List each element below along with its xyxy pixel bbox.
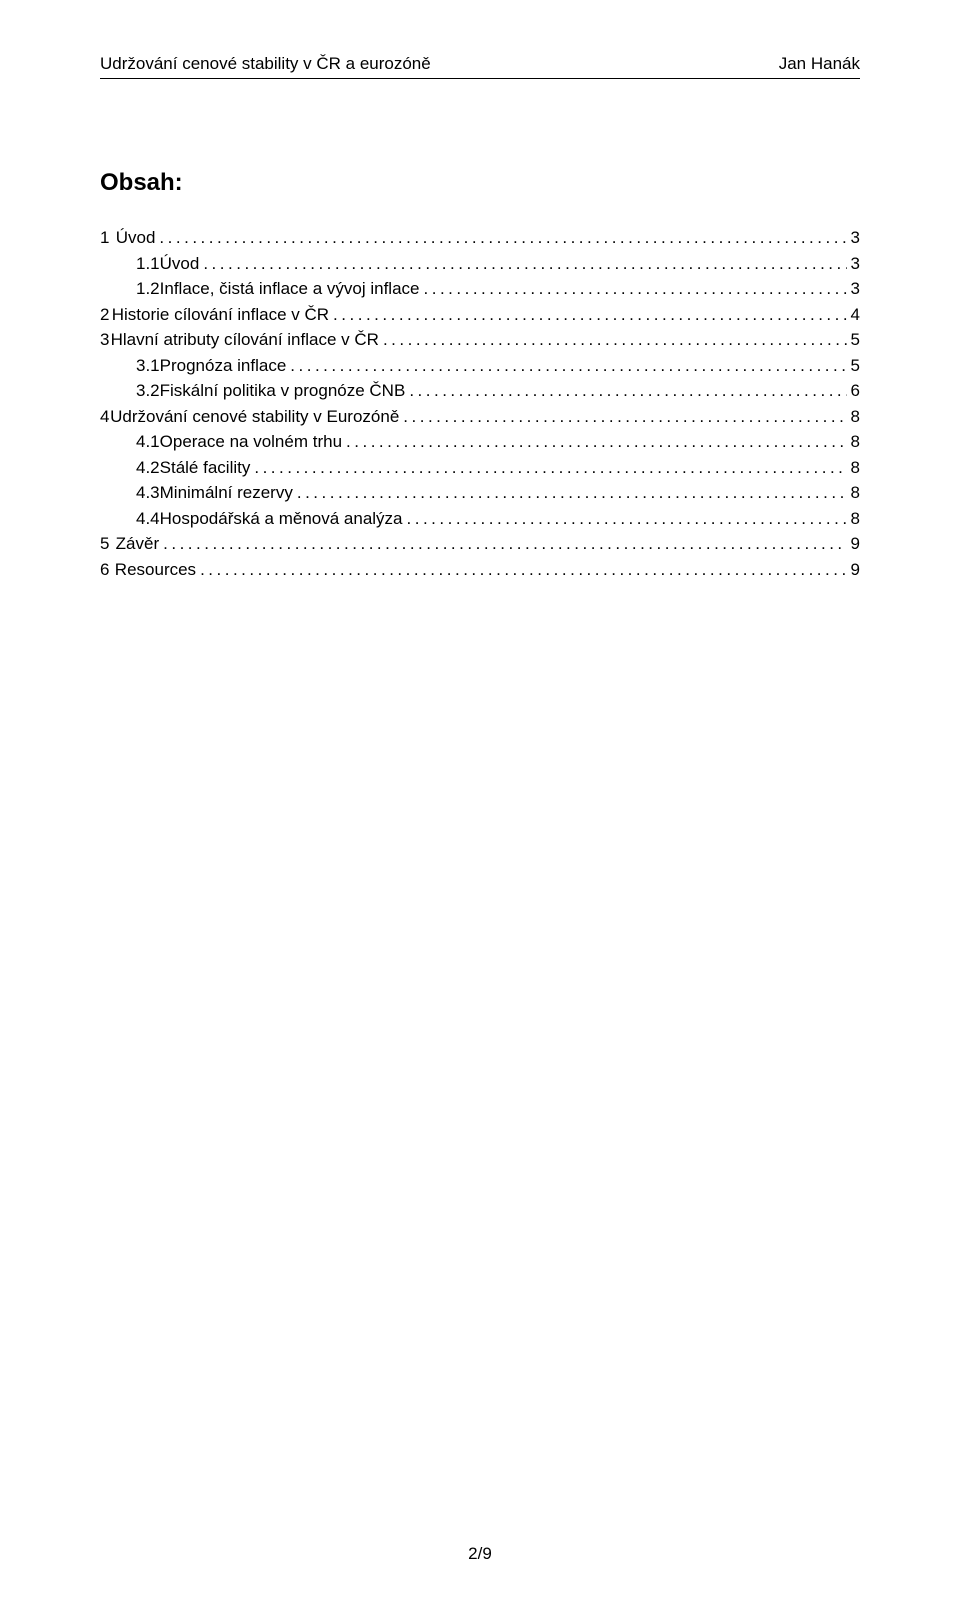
toc-entry-page: 9 [847,557,860,583]
toc-entry-page: 3 [847,276,860,302]
toc-entry-page: 8 [847,429,860,455]
toc-entry-number: 1 [100,225,116,251]
toc-leader-dots [399,404,846,430]
toc-entry: 5Závěr 9 [100,531,860,557]
toc-entry-page: 5 [847,353,860,379]
header-right: Jan Hanák [779,54,860,74]
toc-leader-dots [159,531,846,557]
toc-leader-dots [379,327,847,353]
toc-entry: 4.1Operace na volném trhu 8 [100,429,860,455]
toc-entry-number: 3.2 [136,378,160,404]
toc-entry-number: 4.2 [136,455,160,481]
toc-entry-title: Úvod [160,251,200,277]
toc-entry-title: Stálé facility [160,455,251,481]
toc-entry-number: 3.1 [136,353,160,379]
toc-entry-page: 6 [847,378,860,404]
toc-entry: 4.4Hospodářská a měnová analýza 8 [100,506,860,532]
toc-entry-number: 4.1 [136,429,160,455]
toc-entry-page: 9 [847,531,860,557]
toc-entry-title: Resources [115,557,196,583]
toc-entry: 6Resources 9 [100,557,860,583]
toc-leader-dots [250,455,846,481]
toc-leader-dots [286,353,846,379]
toc-entry-number: 6 [100,557,115,583]
toc-entry-title: Závěr [116,531,159,557]
header-left: Udržování cenové stability v ČR a eurozó… [100,54,431,74]
toc-entry-number: 4 [100,404,110,430]
toc-entry-page: 4 [847,302,860,328]
toc-entry-title: Fiskální politika v prognóze ČNB [160,378,406,404]
toc-entry-page: 8 [847,480,860,506]
toc-entry: 4Udržování cenové stability v Eurozóně 8 [100,404,860,430]
toc-leader-dots [199,251,846,277]
toc-entry-title: Prognóza inflace [160,353,287,379]
toc-entry-page: 5 [847,327,860,353]
toc-entry: 1Úvod 3 [100,225,860,251]
toc-entry-title: Udržování cenové stability v Eurozóně [110,404,399,430]
toc-entry-number: 1.2 [136,276,160,302]
page-number-footer: 2/9 [0,1544,960,1564]
page-header: Udržování cenové stability v ČR a eurozó… [100,54,860,74]
toc-entry-number: 5 [100,531,116,557]
toc-leader-dots [196,557,846,583]
toc-entry-number: 4.4 [136,506,160,532]
toc-entry-title: Operace na volném trhu [160,429,342,455]
toc-leader-dots [420,276,847,302]
toc-entry-title: Minimální rezervy [160,480,293,506]
toc-entry-title: Hlavní atributy cílování inflace v ČR [111,327,379,353]
toc-entry: 3.1Prognóza inflace 5 [100,353,860,379]
toc-entry-number: 4.3 [136,480,160,506]
toc-entry: 3.2Fiskální politika v prognóze ČNB 6 [100,378,860,404]
toc-leader-dots [293,480,847,506]
toc-entry-page: 3 [847,251,860,277]
toc-entry-page: 8 [847,455,860,481]
toc-entry-page: 8 [847,404,860,430]
toc-entry-title: Hospodářská a měnová analýza [160,506,403,532]
toc-leader-dots [405,378,846,404]
toc-entry-number: 3 [100,327,111,353]
toc-leader-dots [155,225,846,251]
toc-entry-number: 2 [100,302,112,328]
toc-entry-number: 1.1 [136,251,160,277]
toc-entry-page: 3 [847,225,860,251]
toc-entry: 4.3Minimální rezervy 8 [100,480,860,506]
toc-entry-title: Inflace, čistá inflace a vývoj inflace [160,276,420,302]
toc-leader-dots [329,302,846,328]
table-of-contents: 1Úvod31.1Úvod31.2Inflace, čistá inflace … [100,225,860,582]
toc-entry-page: 8 [847,506,860,532]
toc-entry-title: Úvod [116,225,156,251]
toc-entry: 2Historie cílování inflace v ČR 4 [100,302,860,328]
toc-entry: 4.2Stálé facility 8 [100,455,860,481]
document-page: Udržování cenové stability v ČR a eurozó… [0,0,960,1624]
toc-entry: 3Hlavní atributy cílování inflace v ČR 5 [100,327,860,353]
toc-heading: Obsah: [100,169,860,197]
toc-entry-title: Historie cílování inflace v ČR [112,302,329,328]
toc-leader-dots [403,506,847,532]
toc-entry: 1.2Inflace, čistá inflace a vývoj inflac… [100,276,860,302]
toc-entry: 1.1Úvod 3 [100,251,860,277]
toc-leader-dots [342,429,847,455]
header-rule [100,78,860,79]
